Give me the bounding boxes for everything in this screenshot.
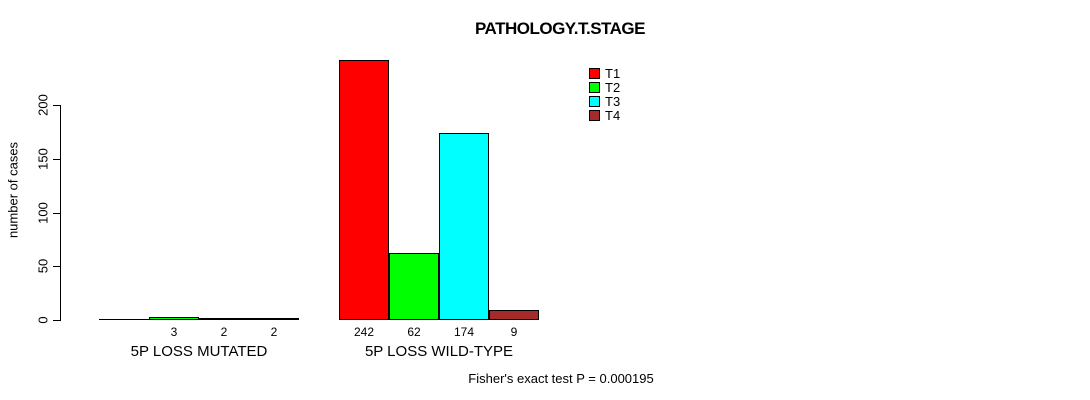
legend-swatch-t2 (589, 81, 600, 93)
bar-value-label: 242 (353, 325, 375, 339)
bar-t4-5p-loss-wild-type (489, 310, 539, 320)
y-axis-tick-label: 0 (35, 316, 51, 324)
legend-item-t4: T4 (589, 108, 620, 122)
legend-swatch-t3 (589, 95, 600, 107)
legend-label: T1 (605, 65, 621, 81)
bar-t3-5p-loss-wild-type (439, 133, 489, 320)
legend-item-t3: T3 (589, 94, 620, 108)
y-axis-tick (53, 320, 60, 321)
legend-swatch-t4 (589, 109, 600, 121)
bar-value-label: 62 (407, 325, 421, 339)
bar-t4-5p-loss-mutated (249, 318, 299, 320)
y-axis-tick (53, 213, 60, 214)
y-axis-tick-label: 200 (35, 94, 51, 116)
legend-label: T4 (605, 107, 621, 123)
y-axis-tick-label: 100 (35, 202, 51, 224)
bar-t1-5p-loss-mutated (99, 319, 149, 320)
bar-t1-5p-loss-wild-type (339, 60, 389, 320)
legend-label: T3 (605, 93, 621, 109)
bar-value-label: 174 (453, 325, 475, 339)
legend: T1 T2 T3 T4 (589, 66, 620, 122)
y-axis-line (60, 105, 61, 321)
bar-t3-5p-loss-mutated (199, 318, 249, 320)
y-axis-tick-label: 150 (35, 148, 51, 170)
bar-value-label: 2 (270, 325, 278, 339)
y-axis-tick (53, 105, 60, 106)
bar-value-label: 2 (220, 325, 228, 339)
category-label-5p-loss-wild-type: 5P LOSS WILD-TYPE (364, 343, 514, 360)
legend-item-t1: T1 (589, 66, 620, 80)
bar-value-label: 9 (510, 325, 518, 339)
y-axis-tick (53, 266, 60, 267)
y-axis-tick-label: 50 (35, 258, 51, 274)
legend-swatch-t1 (589, 67, 600, 79)
bar-t2-5p-loss-mutated (149, 317, 199, 320)
stat-test-caption: Fisher's exact test P = 0.000195 (468, 371, 654, 386)
category-label-5p-loss-mutated: 5P LOSS MUTATED (130, 343, 268, 360)
bar-value-label: 3 (170, 325, 178, 339)
bar-t2-5p-loss-wild-type (389, 253, 439, 320)
chart-title: PATHOLOGY.T.STAGE (474, 19, 646, 38)
legend-label: T2 (605, 79, 621, 95)
y-axis-tick (53, 159, 60, 160)
legend-item-t2: T2 (589, 80, 620, 94)
